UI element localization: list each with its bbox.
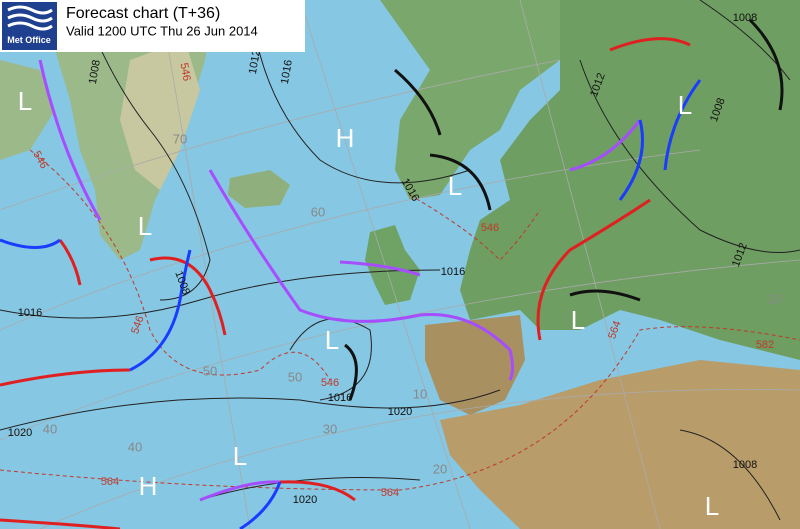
grid-label: 40: [43, 421, 57, 436]
isobar-labels: 1008 1008 1012 1016 1012 1008 1016 1008 …: [8, 12, 757, 506]
grid-label: 20: [433, 461, 447, 476]
isobar: [249, 0, 471, 184]
occluded-front: [339, 260, 421, 277]
isobar: [699, 0, 791, 81]
canada: [0, 60, 55, 160]
thickness-label: 546: [178, 62, 193, 82]
logo-waves: [7, 5, 53, 31]
grid-label: 40: [128, 439, 142, 454]
isobar: [679, 429, 781, 521]
grid-labels: 70 60 50 40 30 20 40 50 10 20: [43, 131, 782, 476]
longitude-line: [159, 0, 251, 529]
europe: [460, 0, 800, 360]
thickness-line: [29, 149, 331, 381]
trough: [344, 18, 784, 401]
thickness-label: 564: [381, 487, 399, 499]
isobar-label: 1008: [87, 59, 103, 85]
isobar: [0, 389, 501, 431]
warm-front: [536, 37, 691, 341]
isobar-label: 1016: [328, 392, 352, 404]
isobar-label: 1008: [733, 12, 757, 24]
thickness-label: 546: [129, 314, 147, 335]
pressure-centres: L L H L L L L L H L: [18, 86, 719, 521]
latitude-line: [0, 149, 701, 331]
grid-label: 60: [311, 204, 325, 219]
thickness-line: [0, 326, 800, 491]
latitude-line: [0, 59, 561, 211]
longitude-line: [519, 0, 661, 529]
warm-front: [58, 239, 82, 286]
pressure-centre: H: [139, 471, 158, 501]
isobar-label: 1020: [293, 494, 317, 506]
thickness-label: 564: [101, 476, 119, 488]
pressure-centre: L: [325, 325, 339, 355]
cold-front: [129, 249, 192, 372]
thickness-label: 582: [756, 339, 774, 351]
thickness-label: 546: [321, 377, 339, 389]
pressure-centre: L: [138, 211, 152, 241]
iceland: [228, 170, 290, 208]
longitude-line: [299, 0, 471, 529]
grid-label: 10: [413, 386, 427, 401]
cold-front: [0, 238, 61, 249]
pressure-centre: L: [571, 305, 585, 335]
occluded-front: [199, 480, 281, 502]
thickness-line: [409, 194, 541, 261]
isobar: [199, 477, 421, 501]
thickness-label: 564: [606, 319, 624, 340]
warm-front: [0, 480, 356, 529]
pressure-centre: H: [336, 123, 355, 153]
greenland-ice: [120, 40, 200, 190]
isobar-label: 1016: [441, 266, 465, 278]
thickness-labels: 546 546 546 546 546 564 564 564 582: [30, 62, 774, 499]
grid-label: 50: [288, 369, 302, 384]
isobar-label: 1012: [247, 49, 263, 75]
cold-front: [239, 481, 282, 529]
latitude-line: [39, 388, 800, 529]
thickness-label: 546: [481, 222, 499, 234]
isobar: [289, 318, 372, 401]
header-title: Forecast chart (T+36): [66, 5, 220, 22]
isobar-label: 1016: [18, 307, 42, 319]
isobar: [579, 59, 800, 253]
africa: [440, 360, 800, 529]
pressure-centre: L: [18, 86, 32, 116]
occluded-front: [208, 169, 514, 381]
grid-label: 70: [173, 131, 187, 146]
warm-front: [149, 256, 227, 336]
warm-front: [0, 368, 131, 387]
logo-text: Met Office: [7, 35, 51, 45]
grid-label: 50: [203, 363, 217, 378]
isobar: [0, 269, 441, 319]
scandinavia: [380, 0, 560, 200]
pressure-centre: L: [233, 441, 247, 471]
isobar-label: 1016: [279, 59, 295, 85]
cold-front: [618, 79, 702, 201]
isobar: [79, 0, 211, 301]
grid-label: 20: [768, 291, 782, 306]
grid-label: 30: [323, 421, 337, 436]
isobar-label: 1020: [388, 406, 412, 418]
pressure-centre: L: [705, 491, 719, 521]
header-valid: Valid 1200 UTC Thu 26 Jun 2014: [66, 23, 258, 38]
occluded-front: [569, 119, 642, 172]
pressure-centre: L: [448, 171, 462, 201]
isobar-label: 1008: [733, 459, 757, 471]
isobar-label: 1020: [8, 427, 32, 439]
latitude-line: [0, 259, 800, 441]
pressure-centre: L: [678, 90, 692, 120]
occluded-front: [38, 59, 102, 221]
